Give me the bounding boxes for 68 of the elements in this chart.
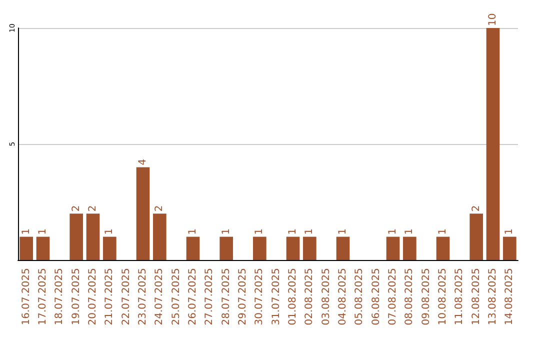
x-tick-label: 04.08.2025 xyxy=(338,268,348,326)
bar xyxy=(220,236,233,260)
x-tick-label: 28.07.2025 xyxy=(220,268,232,326)
bar xyxy=(470,214,483,260)
bar xyxy=(86,214,100,260)
x-tick-label: 03.08.2025 xyxy=(320,268,332,326)
bar xyxy=(186,236,200,260)
x-tick-label: 23.07.2025 xyxy=(138,268,148,326)
x-tick-label: 26.07.2025 xyxy=(188,268,198,326)
bar xyxy=(20,236,33,260)
bar xyxy=(136,167,150,260)
bar xyxy=(103,236,116,260)
data-label: 1 xyxy=(104,228,116,235)
x-tick-label: 27.07.2025 xyxy=(204,268,216,326)
data-label: 1 xyxy=(20,228,32,235)
bar xyxy=(486,28,500,260)
bar xyxy=(286,236,300,260)
x-tick-label: 20.07.2025 xyxy=(88,268,98,326)
x-tick-label: 13.08.2025 xyxy=(488,268,498,326)
x-tick-label: 17.07.2025 xyxy=(38,268,48,326)
bar xyxy=(336,236,350,260)
bar xyxy=(70,214,83,260)
x-tick-label: 06.08.2025 xyxy=(370,268,382,326)
x-tick-label: 29.07.2025 xyxy=(238,268,248,326)
bar xyxy=(503,236,516,260)
data-label: 2 xyxy=(154,205,166,212)
x-tick-label: 09.08.2025 xyxy=(420,268,432,326)
bar xyxy=(153,214,166,260)
data-label: 1 xyxy=(220,228,232,235)
x-tick-label: 02.08.2025 xyxy=(304,268,316,326)
x-tick-label: 11.08.2025 xyxy=(454,268,466,326)
data-label: 1 xyxy=(254,228,266,235)
x-tick-label: 22.07.2025 xyxy=(120,268,132,326)
data-label: 2 xyxy=(70,205,82,212)
x-tick-label: 24.07.2025 xyxy=(154,268,166,326)
x-tick-label: 01.08.2025 xyxy=(288,268,298,326)
data-label: 2 xyxy=(470,205,482,212)
data-label: 1 xyxy=(304,228,316,235)
x-tick-label: 18.07.2025 xyxy=(54,268,66,326)
data-label: 4 xyxy=(138,158,148,166)
bar xyxy=(303,236,316,260)
x-tick-label: 16.07.2025 xyxy=(20,268,32,326)
bar xyxy=(36,236,50,260)
bar xyxy=(403,236,416,260)
data-label: 1 xyxy=(388,228,398,235)
x-tick-label: 30.07.2025 xyxy=(254,268,266,326)
data-label: 10 xyxy=(488,13,498,26)
data-label: 1 xyxy=(338,228,348,235)
data-label: 1 xyxy=(404,228,416,235)
x-tick-label: 14.08.2025 xyxy=(504,268,516,326)
x-tick-label: 21.07.2025 xyxy=(104,268,116,326)
x-tick-label: 07.08.2025 xyxy=(388,268,398,326)
bar xyxy=(436,236,450,260)
data-label: 1 xyxy=(504,228,516,235)
x-tick-label: 05.08.2025 xyxy=(354,268,366,326)
data-label: 1 xyxy=(38,228,48,235)
bar xyxy=(253,236,266,260)
data-label: 1 xyxy=(188,228,198,235)
data-label: 1 xyxy=(438,228,448,235)
x-tick-label: 12.08.2025 xyxy=(470,268,482,326)
x-tick-label: 25.07.2025 xyxy=(170,268,182,326)
x-tick-label: 19.07.2025 xyxy=(70,268,82,326)
x-tick-label: 31.07.2025 xyxy=(270,268,282,326)
data-label: 1 xyxy=(288,228,298,235)
bar xyxy=(386,236,400,260)
x-tick-label: 08.08.2025 xyxy=(404,268,416,326)
x-tick-label: 10.08.2025 xyxy=(438,268,448,326)
data-label: 2 xyxy=(88,205,98,212)
